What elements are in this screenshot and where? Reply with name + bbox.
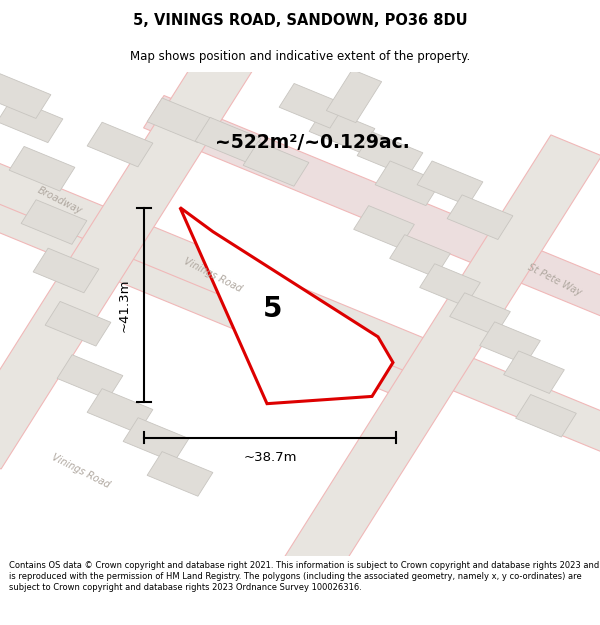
- Polygon shape: [224, 270, 280, 309]
- Polygon shape: [0, 74, 51, 118]
- Text: St Pete Way: St Pete Way: [526, 262, 584, 298]
- Polygon shape: [389, 234, 451, 278]
- Polygon shape: [290, 328, 346, 367]
- Polygon shape: [147, 452, 213, 496]
- Polygon shape: [419, 264, 481, 306]
- Polygon shape: [326, 69, 382, 122]
- Polygon shape: [45, 301, 111, 346]
- Polygon shape: [0, 0, 410, 469]
- Text: 5: 5: [263, 295, 283, 323]
- Polygon shape: [279, 84, 345, 128]
- Polygon shape: [21, 200, 87, 244]
- Text: Vinings Road: Vinings Road: [50, 452, 112, 491]
- Polygon shape: [272, 294, 328, 334]
- Polygon shape: [0, 98, 63, 142]
- Polygon shape: [87, 122, 153, 167]
- Polygon shape: [195, 118, 261, 162]
- Polygon shape: [447, 195, 513, 239]
- Polygon shape: [143, 96, 600, 436]
- Text: Map shows position and indicative extent of the property.: Map shows position and indicative extent…: [130, 50, 470, 63]
- Polygon shape: [449, 292, 511, 336]
- Polygon shape: [515, 394, 577, 437]
- Polygon shape: [375, 161, 441, 206]
- Polygon shape: [353, 206, 415, 248]
- Polygon shape: [87, 389, 153, 433]
- Text: ~41.3m: ~41.3m: [118, 278, 131, 332]
- Polygon shape: [309, 107, 375, 152]
- Polygon shape: [357, 132, 423, 176]
- Polygon shape: [57, 355, 123, 399]
- Text: ~522m²/~0.129ac.: ~522m²/~0.129ac.: [215, 132, 409, 152]
- Polygon shape: [142, 135, 600, 625]
- Polygon shape: [243, 142, 309, 186]
- Polygon shape: [417, 161, 483, 206]
- Polygon shape: [147, 98, 213, 142]
- Polygon shape: [479, 322, 541, 364]
- Text: 5, VININGS ROAD, SANDOWN, PO36 8DU: 5, VININGS ROAD, SANDOWN, PO36 8DU: [133, 13, 467, 28]
- Text: Contains OS data © Crown copyright and database right 2021. This information is : Contains OS data © Crown copyright and d…: [9, 561, 599, 592]
- Polygon shape: [503, 351, 565, 394]
- Polygon shape: [33, 248, 99, 292]
- Polygon shape: [180, 208, 393, 404]
- Polygon shape: [0, 83, 600, 468]
- Text: Broadway: Broadway: [36, 185, 84, 216]
- Polygon shape: [0, 41, 462, 413]
- Polygon shape: [123, 418, 189, 462]
- Polygon shape: [9, 146, 75, 191]
- Text: ~38.7m: ~38.7m: [243, 451, 297, 464]
- Text: Vinings Road: Vinings Road: [182, 256, 244, 294]
